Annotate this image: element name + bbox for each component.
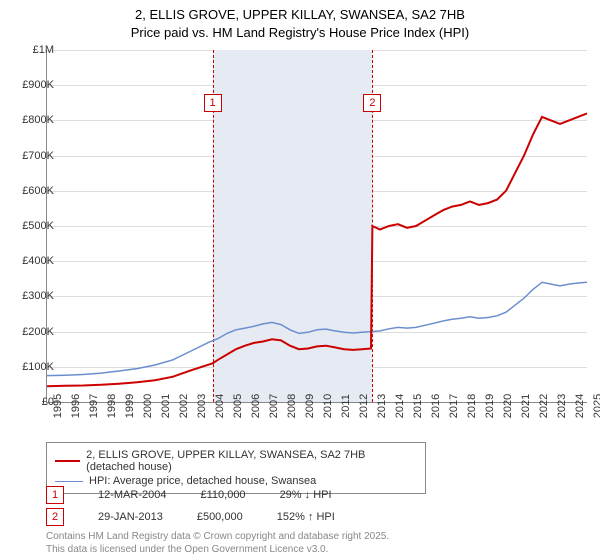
sale-delta-1: 29% ↓ HPI [280, 489, 332, 501]
x-tick-label: 2001 [154, 394, 172, 418]
line-plot-svg [47, 50, 587, 402]
x-tick-label: 1995 [46, 394, 64, 418]
x-tick-label: 2003 [190, 394, 208, 418]
x-tick-label: 2006 [244, 394, 262, 418]
footer-line-1: Contains HM Land Registry data © Crown c… [46, 531, 389, 542]
x-tick-label: 1998 [100, 394, 118, 418]
x-tick-label: 2021 [514, 394, 532, 418]
legend-swatch-hpi [55, 481, 83, 482]
legend-label-price-paid: 2, ELLIS GROVE, UPPER KILLAY, SWANSEA, S… [86, 449, 417, 473]
legend-swatch-price-paid [55, 460, 80, 462]
y-tick-label: £400K [10, 255, 54, 267]
x-tick-label: 1997 [82, 394, 100, 418]
x-tick-label: 2015 [406, 394, 424, 418]
x-tick-label: 2002 [172, 394, 190, 418]
footer-attribution: Contains HM Land Registry data © Crown c… [46, 530, 389, 556]
x-tick-label: 2024 [568, 394, 586, 418]
sale-delta-2: 152% ↑ HPI [277, 511, 335, 523]
y-tick-label: £100K [10, 361, 54, 373]
x-tick-label: 2019 [478, 394, 496, 418]
sale-detail-row-1: 1 12-MAR-2004 £110,000 29% ↓ HPI [46, 486, 332, 504]
x-tick-label: 2007 [262, 394, 280, 418]
legend-row-price-paid: 2, ELLIS GROVE, UPPER KILLAY, SWANSEA, S… [55, 449, 417, 473]
x-tick-label: 1996 [64, 394, 82, 418]
x-tick-label: 2023 [550, 394, 568, 418]
y-tick-label: £500K [10, 220, 54, 232]
x-tick-label: 2005 [226, 394, 244, 418]
series-hpi [47, 282, 587, 375]
sale-detail-row-2: 2 29-JAN-2013 £500,000 152% ↑ HPI [46, 508, 335, 526]
y-tick-label: £1M [10, 44, 54, 56]
y-tick-label: £600K [10, 185, 54, 197]
x-tick-label: 2008 [280, 394, 298, 418]
x-tick-label: 2018 [460, 394, 478, 418]
sale-price-1: £110,000 [200, 489, 245, 501]
sale-date-1: 12-MAR-2004 [98, 489, 166, 501]
chart-title: 2, ELLIS GROVE, UPPER KILLAY, SWANSEA, S… [0, 0, 600, 41]
x-tick-label: 2022 [532, 394, 550, 418]
x-tick-label: 2025 [586, 394, 600, 418]
x-tick-label: 2017 [442, 394, 460, 418]
y-tick-label: £900K [10, 79, 54, 91]
x-tick-label: 2020 [496, 394, 514, 418]
x-tick-label: 2010 [316, 394, 334, 418]
sale-price-2: £500,000 [197, 511, 243, 523]
y-tick-label: £300K [10, 290, 54, 302]
plot-area: 1 2 [46, 50, 587, 403]
series-price-paid [47, 113, 587, 386]
x-tick-label: 2012 [352, 394, 370, 418]
footer-line-2: This data is licensed under the Open Gov… [46, 544, 328, 555]
x-tick-label: 2011 [334, 394, 352, 418]
y-tick-label: £200K [10, 326, 54, 338]
x-tick-label: 2000 [136, 394, 154, 418]
x-tick-label: 1999 [118, 394, 136, 418]
x-tick-label: 2009 [298, 394, 316, 418]
x-tick-label: 2016 [424, 394, 442, 418]
title-line-1: 2, ELLIS GROVE, UPPER KILLAY, SWANSEA, S… [135, 7, 465, 22]
x-tick-label: 2014 [388, 394, 406, 418]
title-line-2: Price paid vs. HM Land Registry's House … [131, 25, 469, 40]
y-tick-label: £700K [10, 150, 54, 162]
y-tick-label: £800K [10, 114, 54, 126]
sale-detail-marker-2: 2 [46, 508, 64, 526]
sale-date-2: 29-JAN-2013 [98, 511, 163, 523]
chart-container: 2, ELLIS GROVE, UPPER KILLAY, SWANSEA, S… [0, 0, 600, 560]
sale-detail-marker-1: 1 [46, 486, 64, 504]
x-tick-label: 2013 [370, 394, 388, 418]
x-tick-label: 2004 [208, 394, 226, 418]
